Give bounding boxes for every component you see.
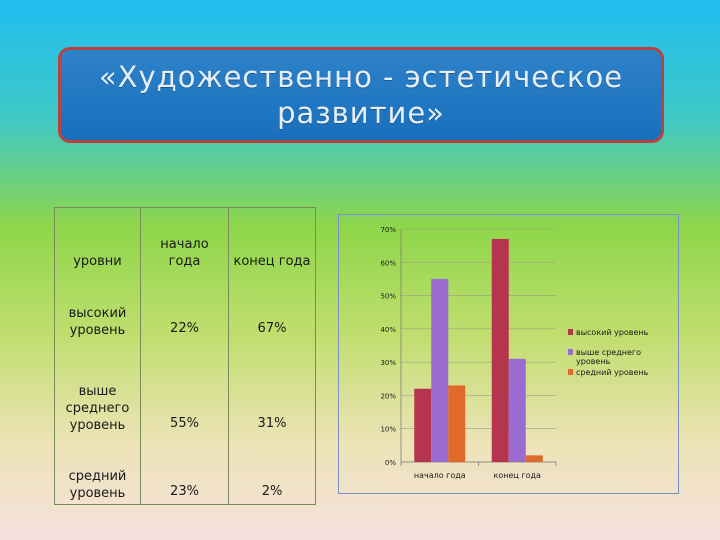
table-row: выше среднего уровень 55% 31% — [54, 340, 316, 436]
header-end: конец года — [228, 207, 316, 270]
y-tick-label: 40% — [380, 326, 396, 334]
table-row: средний уровень 23% 2% — [54, 435, 316, 505]
row-level: выше среднего уровень — [54, 340, 141, 436]
table-header-row: уровни начало года конец года — [54, 207, 316, 270]
legend-swatch — [568, 329, 573, 335]
y-tick-label: 60% — [380, 259, 396, 267]
y-tick-label: 70% — [380, 226, 396, 234]
bar — [508, 358, 526, 462]
header-start: начало года — [140, 207, 229, 270]
y-tick-label: 30% — [380, 359, 396, 367]
legend-label: средний уровень — [576, 368, 649, 377]
legend-swatch — [568, 349, 573, 355]
row-start: 23% — [140, 435, 229, 505]
header-levels: уровни — [54, 207, 141, 270]
y-tick-label: 10% — [380, 426, 396, 434]
title-banner: «Художественно - эстетическое развитие» — [58, 47, 664, 143]
bar — [525, 455, 543, 462]
row-start: 22% — [140, 269, 229, 341]
row-start: 55% — [140, 340, 229, 436]
bar — [431, 278, 449, 462]
bar — [448, 385, 466, 462]
levels-table: уровни начало года конец года высокий ур… — [54, 207, 316, 505]
legend-swatch — [568, 369, 573, 375]
x-tick-label: конец года — [494, 471, 541, 480]
slide-title: «Художественно - эстетическое развитие» — [98, 60, 624, 130]
table-row: высокий уровень 22% 67% — [54, 269, 316, 341]
bar — [414, 388, 432, 462]
row-level: высокий уровень — [54, 269, 141, 341]
x-tick-label: начало года — [414, 471, 466, 480]
y-tick-label: 0% — [385, 459, 396, 467]
legend-label: уровень — [576, 357, 611, 366]
row-end: 67% — [228, 269, 316, 341]
legend-label: выше среднего — [576, 348, 641, 357]
chart: 0% 10% 20% 30% 40% 50% 60% 70% начало года конец … — [338, 214, 679, 494]
chart-svg: 0% 10% 20% 30% 40% 50% 60% 70% начало года конец … — [380, 226, 649, 480]
row-end: 2% — [228, 435, 316, 505]
y-tick-label: 50% — [380, 293, 396, 301]
row-level: средний уровень — [54, 435, 141, 505]
y-tick-label: 20% — [380, 392, 396, 400]
row-end: 31% — [228, 340, 316, 436]
bar — [491, 238, 509, 462]
legend-label: высокий уровень — [576, 328, 649, 337]
